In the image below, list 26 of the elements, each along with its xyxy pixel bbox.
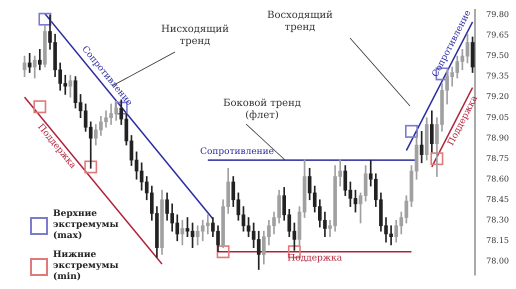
y-tick-label: 78.30 — [486, 215, 510, 224]
annotation: Боковой тренд (флет) — [222, 98, 302, 122]
y-tick-label: 79.65 — [486, 30, 510, 40]
point — [405, 124, 418, 138]
y-tick-label: 78.60 — [486, 174, 510, 184]
y-tick-label: 79.50 — [486, 51, 510, 60]
series-label: Сопротивление — [200, 146, 274, 157]
series-label: Поддержка — [287, 254, 343, 264]
y-tick-label: 78.00 — [486, 256, 510, 266]
point — [216, 245, 230, 258]
y-tick-label: 78.90 — [486, 133, 510, 142]
y-tick-label: 78.45 — [486, 194, 510, 204]
y-tick-label: 79.80 — [486, 10, 510, 20]
point — [38, 12, 52, 26]
legend-label: Верхние экстремумы (max) — [53, 209, 119, 242]
y-tick-label: 79.05 — [486, 112, 510, 122]
point — [84, 160, 98, 174]
y-tick-label: 78.15 — [486, 236, 510, 245]
annotation: Нисходящий тренд — [160, 24, 230, 48]
annotation: Восходящий тренд — [266, 10, 334, 34]
legend-label: Нижние экстремумы (min) — [53, 250, 119, 283]
point — [33, 100, 46, 114]
point — [430, 152, 444, 166]
y-tick-label: 79.20 — [486, 92, 510, 102]
y-tick-label: 78.75 — [486, 154, 510, 163]
y-tick-label: 79.35 — [486, 72, 510, 81]
